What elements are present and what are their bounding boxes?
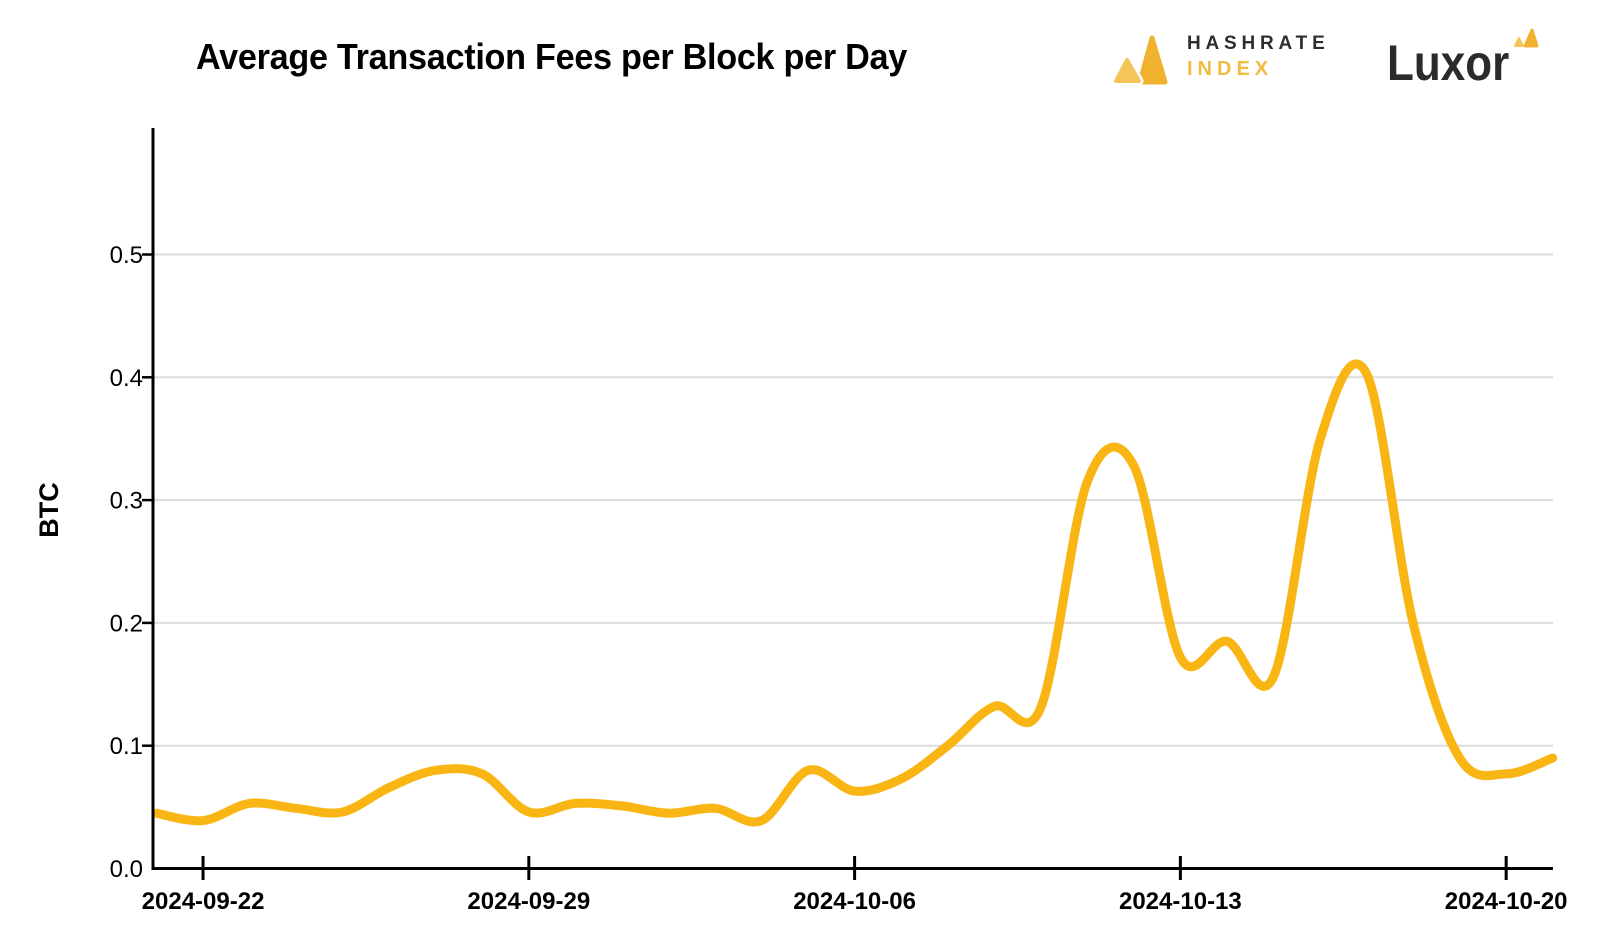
luxor-logo-triangle-icon [1514,28,1539,48]
y-axis-tick-label: 0.0 [110,856,143,883]
hashrate-logo-large-triangle-icon [1137,35,1168,85]
luxor-logo-text: Luxor [1387,35,1510,91]
y-axis-tick-label: 0.3 [110,488,143,515]
hashrate-logo-text: HASHRATE [1187,33,1330,54]
y-axis-label: BTC [34,482,64,538]
x-axis-tick-label: 2024-10-20 [1445,888,1568,915]
luxor-triangle-large [1523,28,1539,48]
y-axis-tick-label: 0.4 [110,365,143,392]
luxor-triangle-small [1514,37,1524,47]
hashrate-index-logo-icon [1111,35,1168,86]
y-axis-tick-label: 0.5 [110,242,143,269]
x-axis-tick-label: 2024-10-13 [1119,888,1242,915]
x-axis-tick-label: 2024-09-22 [142,888,265,915]
chart-title: Average Transaction Fees per Block per D… [196,36,907,77]
x-axis-tick-label: 2024-09-29 [467,888,590,915]
hashrate-logo-small-triangle-icon [1114,58,1141,83]
x-axis-tick-label: 2024-10-06 [793,888,916,915]
y-axis-tick-label: 0.1 [110,733,143,760]
hashrate-index-logo-text: INDEX [1187,58,1274,80]
fees-series-line [152,359,1558,827]
y-axis-tick-label: 0.2 [110,610,143,637]
